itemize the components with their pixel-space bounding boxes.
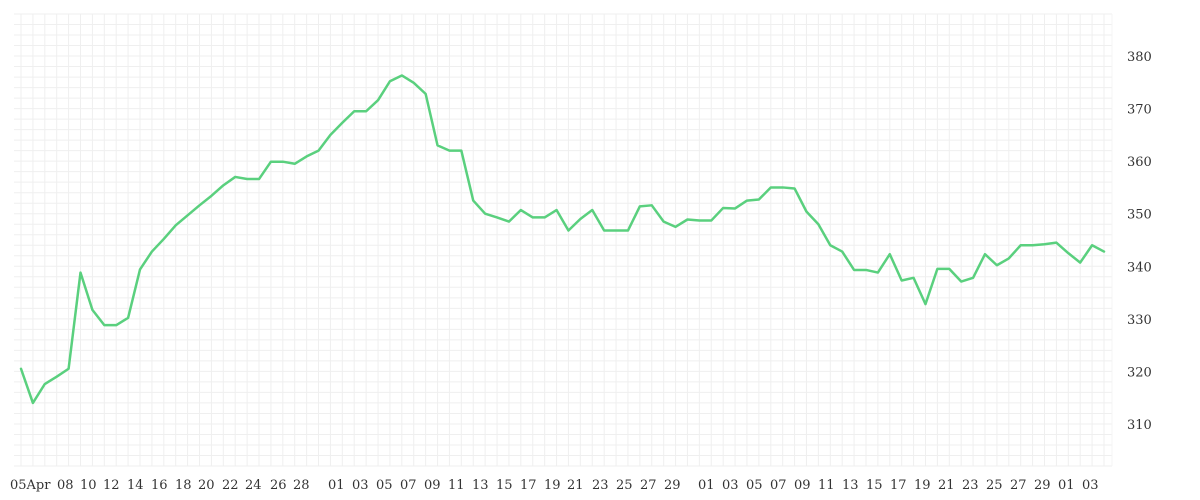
x-tick-label: 29 <box>664 478 681 493</box>
x-tick-label: 14 <box>127 478 144 493</box>
x-tick-label: 21 <box>567 478 584 493</box>
x-tick-label: 26 <box>270 478 287 493</box>
x-tick-label: 17 <box>890 478 907 493</box>
x-tick-label: 09 <box>424 478 441 493</box>
x-tick-label: 03 <box>722 478 739 493</box>
y-tick-label: 330 <box>1127 313 1152 328</box>
grid-lines <box>14 13 1113 467</box>
x-tick-label: 03 <box>352 478 369 493</box>
x-axis-ticks: 05Apr 08 10 12 14 16 18 20 22 24 26 28 01 03 05 07 09 11 1… <box>10 478 1099 493</box>
x-tick-label: 19 <box>914 478 931 493</box>
x-tick-label: 18 <box>175 478 192 493</box>
x-tick-label: 24 <box>245 478 262 493</box>
x-tick-label: 11 <box>448 478 465 493</box>
x-tick-label: 25 <box>616 478 633 493</box>
x-tick-label: 20 <box>198 478 215 493</box>
y-tick-label: 370 <box>1127 103 1152 118</box>
x-tick-label: 17 <box>520 478 537 493</box>
y-axis-ticks: 310 320 330 340 350 360 370 380 <box>1127 50 1152 433</box>
series-layer <box>19 74 1106 405</box>
x-tick-label: 15 <box>496 478 513 493</box>
x-tick-label: 23 <box>962 478 979 493</box>
x-tick-label: 11 <box>818 478 835 493</box>
x-tick-label: 05 <box>376 478 393 493</box>
x-tick-label: 22 <box>222 478 239 493</box>
y-tick-label: 320 <box>1127 365 1152 380</box>
x-tick-label: 16 <box>151 478 168 493</box>
x-tick-label: 07 <box>770 478 787 493</box>
x-tick-label: 09 <box>794 478 811 493</box>
x-tick-label: 28 <box>293 478 310 493</box>
x-tick-label: 21 <box>938 478 955 493</box>
x-tick-label: 15 <box>866 478 883 493</box>
x-tick-label: 01 <box>698 478 715 493</box>
y-tick-label: 310 <box>1127 418 1152 433</box>
x-tick-label: 19 <box>544 478 561 493</box>
y-tick-label: 340 <box>1127 260 1152 275</box>
x-tick-label: 01 <box>328 478 345 493</box>
x-tick-label: 13 <box>842 478 859 493</box>
x-tick-label: 27 <box>1010 478 1027 493</box>
y-tick-label: 350 <box>1127 208 1152 223</box>
x-tick-label: 13 <box>472 478 489 493</box>
x-tick-label: 10 <box>80 478 97 493</box>
x-tick-label: 05 <box>746 478 763 493</box>
x-tick-label: 29 <box>1034 478 1051 493</box>
y-tick-label: 360 <box>1127 155 1152 170</box>
x-tick-label: 05Apr <box>10 478 51 493</box>
x-tick-label: 08 <box>57 478 74 493</box>
y-tick-label: 380 <box>1127 50 1152 65</box>
x-tick-label: 25 <box>986 478 1003 493</box>
x-tick-label: 03 <box>1082 478 1099 493</box>
x-tick-label: 23 <box>592 478 609 493</box>
x-tick-label: 01 <box>1058 478 1075 493</box>
x-tick-label: 12 <box>103 478 120 493</box>
x-tick-label: 27 <box>640 478 657 493</box>
x-tick-label: 07 <box>400 478 417 493</box>
series-line <box>19 74 1106 405</box>
